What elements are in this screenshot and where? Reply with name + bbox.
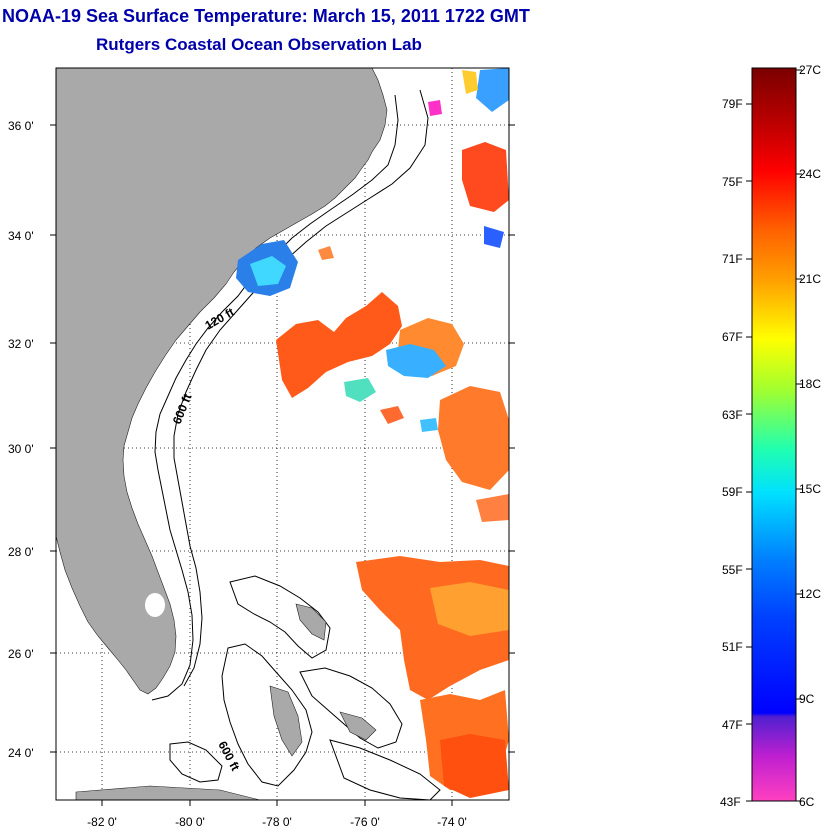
cbar-f-71: 71F [722,252,743,266]
bathymetry-contours [151,89,441,800]
lon-label-74: -74 0' [437,815,467,829]
map-frame [55,67,510,801]
lat-label-36: 36 0' [8,119,34,133]
map-subtitle: Rutgers Coastal Ocean Observation Lab [96,35,422,54]
lat-label-26: 26 0' [8,647,34,661]
axis-ticks [50,124,515,806]
lon-label-78: -78 0' [262,815,292,829]
colorbar-ticks [746,69,802,802]
cbar-f-55: 55F [722,563,743,577]
map-title: NOAA-19 Sea Surface Temperature: March 1… [2,6,530,26]
lon-label-80: -80 0' [175,815,205,829]
cbar-f-47: 47F [722,718,743,732]
cbar-c-27: 27C [799,63,821,77]
lat-label-32: 32 0' [8,337,34,351]
cbar-f-75: 75F [722,175,743,189]
cbar-f-51: 51F [722,640,743,654]
lake-okeechobee [145,593,165,617]
cbar-c-9: 9C [799,692,815,706]
cbar-f-63: 63F [722,408,743,422]
lon-label-82: -82 0' [87,815,117,829]
cbar-f-79: 79F [722,97,743,111]
cbar-c-6: 6C [799,795,815,809]
lon-label-76: -76 0' [350,815,380,829]
bahamas-islands [75,603,377,800]
lat-label-30: 30 0' [8,442,34,456]
temperature-colorbar [751,67,797,802]
lat-label-28: 28 0' [8,545,34,559]
cbar-c-18: 18C [799,377,821,391]
cbar-c-12: 12C [799,587,821,601]
cbar-c-24: 24C [799,167,821,181]
cbar-f-59: 59F [722,485,743,499]
lat-label-24: 24 0' [8,746,34,760]
sst-data-layer [236,68,509,798]
cbar-c-21: 21C [799,272,821,286]
mainland-landmass [56,68,388,695]
cbar-f-43: 43F [720,795,741,809]
cbar-f-67: 67F [722,330,743,344]
lat-label-34: 34 0' [8,229,34,243]
cbar-c-15: 15C [799,482,821,496]
